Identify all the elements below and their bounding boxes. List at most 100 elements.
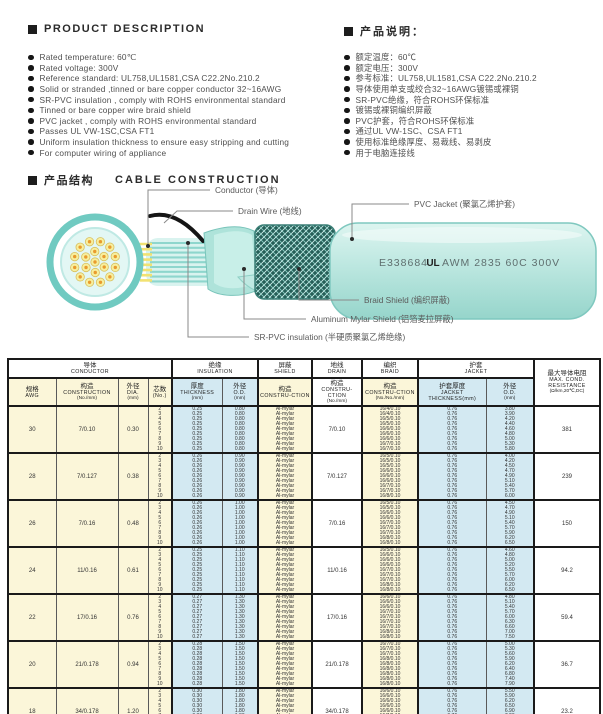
cell-line: 6 xyxy=(158,708,162,714)
cell-line: 0.30 xyxy=(192,688,203,694)
core-dot-center xyxy=(108,275,112,279)
product-description-title-cn: 产品说明： xyxy=(344,23,425,39)
cell-line: Al-mylar xyxy=(275,483,295,489)
bullet-item: SR-PVC insulation , comply with ROHS env… xyxy=(28,94,289,105)
braid-leader-dot xyxy=(297,267,301,271)
cell-dia: 1.20 xyxy=(117,687,149,714)
cell-line: Al-mylar xyxy=(275,703,295,709)
cell-line: 16/7/0.10 xyxy=(379,446,401,452)
cell-line: 4 xyxy=(158,510,162,516)
cell-line: 0.76 xyxy=(447,530,458,536)
cell-line: 6.60 xyxy=(504,624,515,630)
bullet-item: 镀锡或裸铜编织屏蔽 xyxy=(344,105,537,116)
cell-drain: 34/0.178 xyxy=(311,687,363,714)
core-dot-center xyxy=(108,245,112,249)
cell-line: 0.76 xyxy=(447,552,458,558)
cell-line: 16/8/0.10 xyxy=(379,661,401,667)
sub-header-unit: (mm) xyxy=(504,395,516,401)
cell-line: 1.00 xyxy=(234,515,245,521)
cell-line: 6.00 xyxy=(504,577,515,583)
cell-line: 0.26 xyxy=(192,493,203,499)
cell-line: 0.80 xyxy=(234,441,245,447)
cell-line: Al-mylar xyxy=(275,510,295,516)
cell-line: 0.27 xyxy=(192,634,203,640)
sub-header-en: CONSTRU-CTION xyxy=(321,386,353,399)
cell-line: 0.25 xyxy=(192,416,203,422)
cell-line: 16/8/0.10 xyxy=(379,540,401,546)
cell-line: 0.76 xyxy=(447,671,458,677)
cell-construction: 17/0.16 xyxy=(55,593,119,642)
cell-line: 0.76 xyxy=(447,698,458,704)
cell-line: 0.76 xyxy=(447,629,458,635)
sub-header: 构造 CONSTRU-CTION (No./No./mm) xyxy=(361,377,419,407)
cell-line: 0.26 xyxy=(192,458,203,464)
cell-line: 16/5/0.10 xyxy=(379,500,401,506)
cell-line: 0.76 xyxy=(447,505,458,511)
bullet-text: Passes UL VW-1SC,CSA FT1 xyxy=(39,126,155,137)
cell-value: 34/0.178 xyxy=(325,708,349,714)
cell-line: 0.80 xyxy=(234,411,245,417)
cell-line: 16/5/0.10 xyxy=(379,453,401,459)
cell-ins_thickness: 0.25 0.25 0.25 0.25 0.25 0.25 0.25 0.25 0.25 xyxy=(171,546,223,595)
sub-header-unit: (No./No./mm) xyxy=(375,395,405,401)
group-header-cn: 地线 xyxy=(330,362,344,369)
sub-header-cn: 芯数 xyxy=(153,385,167,393)
cell-value: 20 xyxy=(28,661,36,668)
cell-line: 0.30 xyxy=(192,708,203,714)
cell-line: 0.26 xyxy=(192,510,203,516)
cell-line: 0.28 xyxy=(192,656,203,662)
bullet-text: 额定电压：300V xyxy=(355,62,419,73)
cell-line: 16/5/0.10 xyxy=(379,463,401,469)
bullet-text: 使用标准绝缘厚度、易裁线、易剥皮 xyxy=(355,137,492,148)
cell-awg: 24 xyxy=(7,546,57,595)
cell-line: 0.80 xyxy=(234,426,245,432)
cell-max_resistance: 36.7 xyxy=(533,640,601,689)
bullet-text: For computer wiring of appliance xyxy=(39,147,167,158)
cell-ins_thickness: 0.26 0.26 0.26 0.26 0.26 0.26 0.26 0.26 0.26 xyxy=(171,499,223,548)
cell-line: 10 xyxy=(156,446,163,452)
cell-line: 0.76 xyxy=(447,572,458,578)
bullet-text: 镀锡或裸铜编织屏蔽 xyxy=(355,105,432,116)
cell-line: 0.26 xyxy=(192,515,203,521)
cell-line: 0.30 xyxy=(192,703,203,709)
cell-line: 0.30 xyxy=(192,698,203,704)
sub-header-en: THICKNESS xyxy=(180,389,215,396)
cell-line: 0.28 xyxy=(192,676,203,682)
cell-line: 5.80 xyxy=(504,446,515,452)
drain-wire-label: Drain Wire (地线) xyxy=(238,206,302,216)
cell-line: 0.76 xyxy=(447,500,458,506)
cell-line: Al-mylar xyxy=(275,646,295,652)
cell-value: 21/0.178 xyxy=(75,661,99,668)
cell-line: 4 xyxy=(158,416,162,422)
cell-jacket_od: 4.60 4.80 5.00 5.20 5.50 5.70 6.00 6.20 6.50 xyxy=(485,546,535,595)
cell-line: 1.50 xyxy=(234,651,245,657)
braid-shield-label: Braid Shield (编织屏蔽) xyxy=(364,295,450,305)
cell-line: 0.76 xyxy=(447,557,458,563)
bullet-text: 参考标准：UL758,UL1581,CSA C22.2No.210.2 xyxy=(355,73,537,84)
cell-line: 0.90 xyxy=(234,458,245,464)
cell-line: 16/4/0.10 xyxy=(379,411,401,417)
sub-header: 护套厚度 JACKET THICKNESS(mm) xyxy=(417,377,487,407)
group-header-cn: 导体 xyxy=(83,362,97,369)
cell-line: 16/5/0.10 xyxy=(379,458,401,464)
sub-header: 芯数 (No.) xyxy=(147,377,173,407)
cell-line: Al-mylar xyxy=(275,708,295,714)
cell-line: 0.76 xyxy=(447,478,458,484)
bullet-item: 额定电压：300V xyxy=(344,63,537,74)
cell-max_resistance: 94.2 xyxy=(533,546,601,595)
cell-line: 4.20 xyxy=(504,458,515,464)
drain-wire-shape xyxy=(148,212,205,243)
cell-braid: 16/4/0.10 16/4/0.10 16/5/0.10 16/5/0.10 16/6… xyxy=(361,405,419,454)
cell-value: 59.4 xyxy=(561,614,573,621)
bullet-item: 通过UL VW-1SC、CSA FT1 xyxy=(344,126,537,137)
bullet-text: 用于电脑连接线 xyxy=(355,147,415,158)
group-header-en: SHIELD xyxy=(274,369,296,375)
cell-line: 1.50 xyxy=(234,646,245,652)
cell-value: 0.61 xyxy=(127,567,139,574)
cell-line: 0.80 xyxy=(234,421,245,427)
cell-line: 16/7/0.10 xyxy=(379,577,401,583)
cell-line: 3 xyxy=(158,552,162,558)
cell-line: Al-mylar xyxy=(275,567,295,573)
cell-line: Al-mylar xyxy=(275,520,295,526)
cell-ins_od: 1.00 1.00 1.00 1.00 1.00 1.00 1.00 1.00 1.00 xyxy=(221,499,259,548)
